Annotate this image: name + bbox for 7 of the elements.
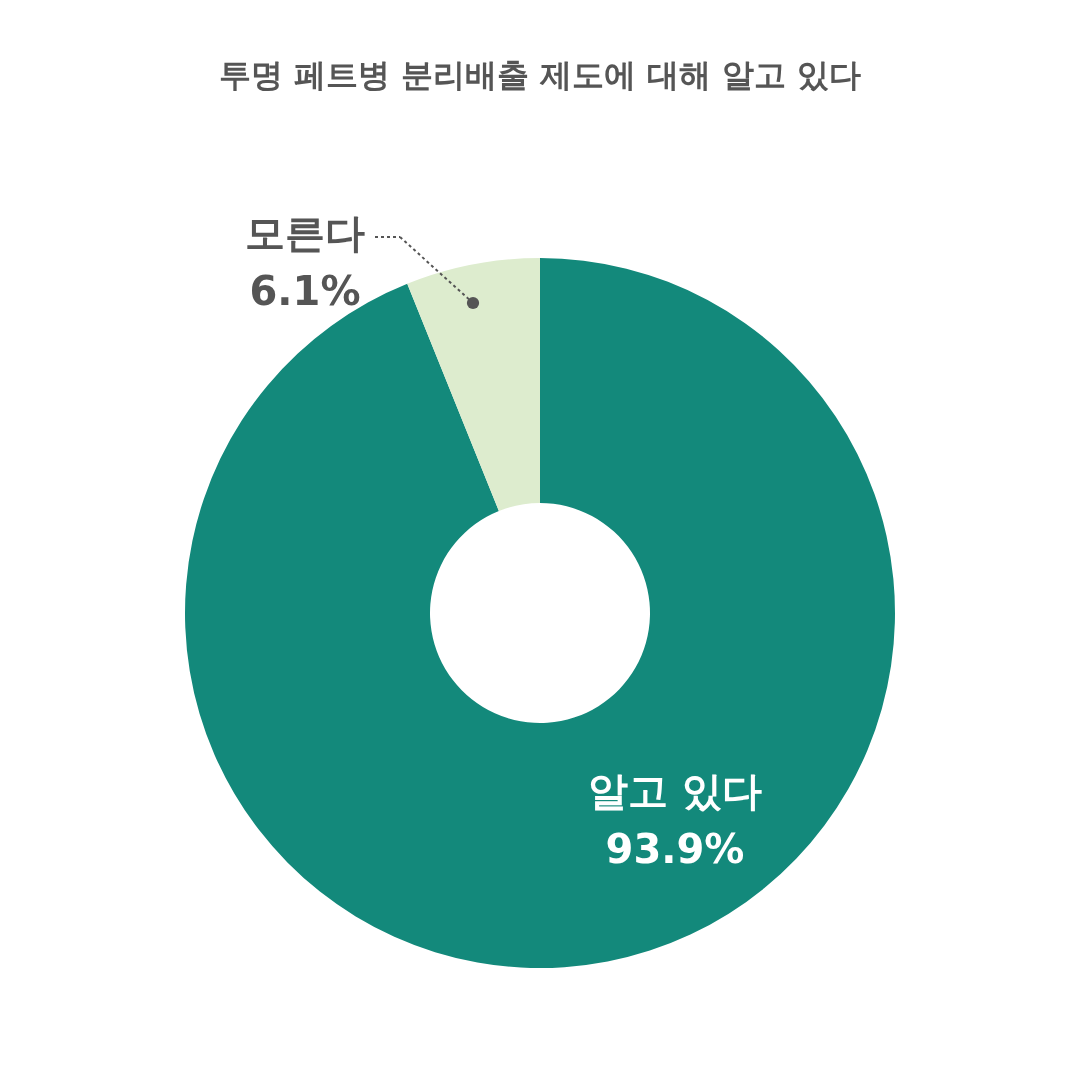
chart-title: 투명 페트병 분리배출 제도에 대해 알고 있다 xyxy=(218,56,862,94)
data-label: 93.9% xyxy=(605,826,745,872)
slice-label: 모른다 xyxy=(245,210,365,256)
donut-slice xyxy=(185,258,895,968)
slice-label: 알고 있다 xyxy=(588,768,762,814)
donut-slice xyxy=(407,258,540,511)
data-label: 6.1% xyxy=(249,268,361,314)
